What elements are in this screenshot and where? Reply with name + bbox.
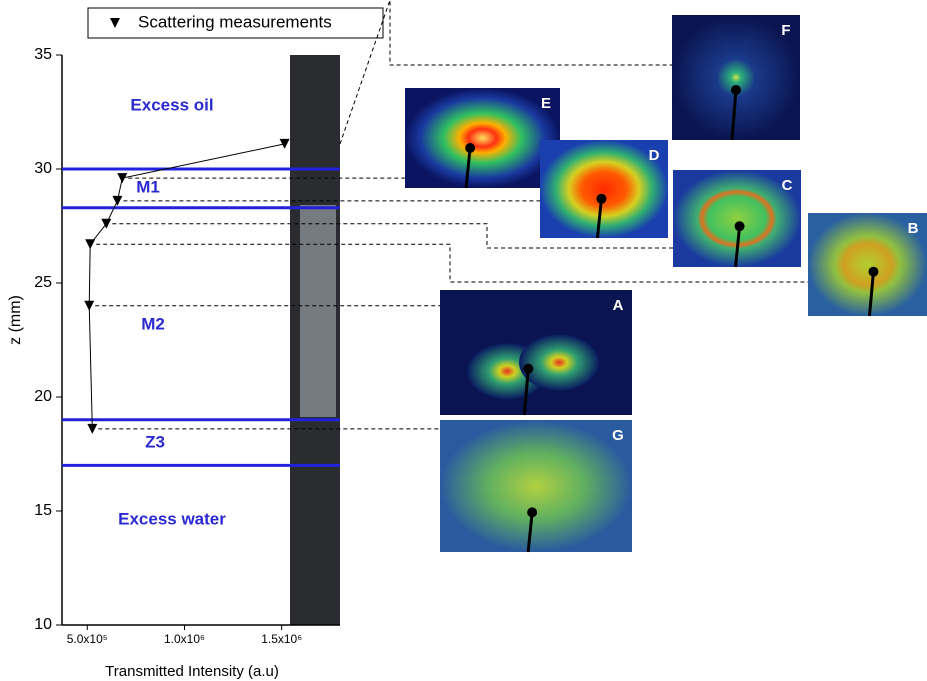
beam-stop-dot <box>527 507 537 517</box>
beam-stop-dot <box>735 221 745 231</box>
scattering-image <box>440 420 632 552</box>
legend-label: Scattering measurements <box>138 12 332 31</box>
panel-label: A <box>613 297 624 314</box>
marker <box>85 239 95 249</box>
marker <box>112 196 122 206</box>
series-line <box>89 144 284 429</box>
marker <box>84 301 94 311</box>
marker <box>117 173 127 183</box>
panel-label: E <box>541 95 551 112</box>
region-label: M2 <box>141 314 165 333</box>
y-tick-label: 30 <box>34 160 52 177</box>
beam-stop-dot <box>596 194 606 204</box>
panel-label: G <box>612 427 624 444</box>
y-tick-label: 35 <box>34 46 52 63</box>
y-tick-label: 25 <box>34 274 52 291</box>
marker <box>101 219 111 229</box>
panel-label: C <box>782 177 793 194</box>
beam-stop-dot <box>868 267 878 277</box>
scattering-image <box>405 88 560 188</box>
sample-texture <box>300 205 336 417</box>
y-tick-label: 15 <box>34 502 52 519</box>
marker <box>280 139 290 149</box>
panel-label: D <box>649 147 660 164</box>
page: Transmitted Intensity (a.u) z (mm) 10 15 2… <box>0 0 927 681</box>
x-tick-label: 5.0x10⁵ <box>67 632 108 646</box>
scattering-lobe <box>519 335 599 391</box>
region-label: Excess oil <box>130 95 213 114</box>
region-label: M1 <box>136 177 160 196</box>
y-tick-label: 10 <box>34 616 52 633</box>
y-axis-title: z (mm) <box>7 295 24 345</box>
beam-stop-dot <box>523 364 533 374</box>
region-label: Z3 <box>145 432 165 451</box>
panel-label: B <box>908 220 919 237</box>
panel-label: F <box>781 22 790 39</box>
beam-stop-dot <box>731 85 741 95</box>
x-tick-label: 1.5x10⁶ <box>261 632 302 646</box>
y-tick-label: 20 <box>34 388 52 405</box>
beam-stop-dot <box>465 143 475 153</box>
x-tick-label: 1.0x10⁶ <box>164 632 205 646</box>
x-axis-title: Transmitted Intensity (a.u) <box>105 663 279 680</box>
chart: Transmitted Intensity (a.u) z (mm) 10 15 2… <box>0 0 927 681</box>
marker <box>87 424 97 434</box>
region-label: Excess water <box>118 509 226 528</box>
